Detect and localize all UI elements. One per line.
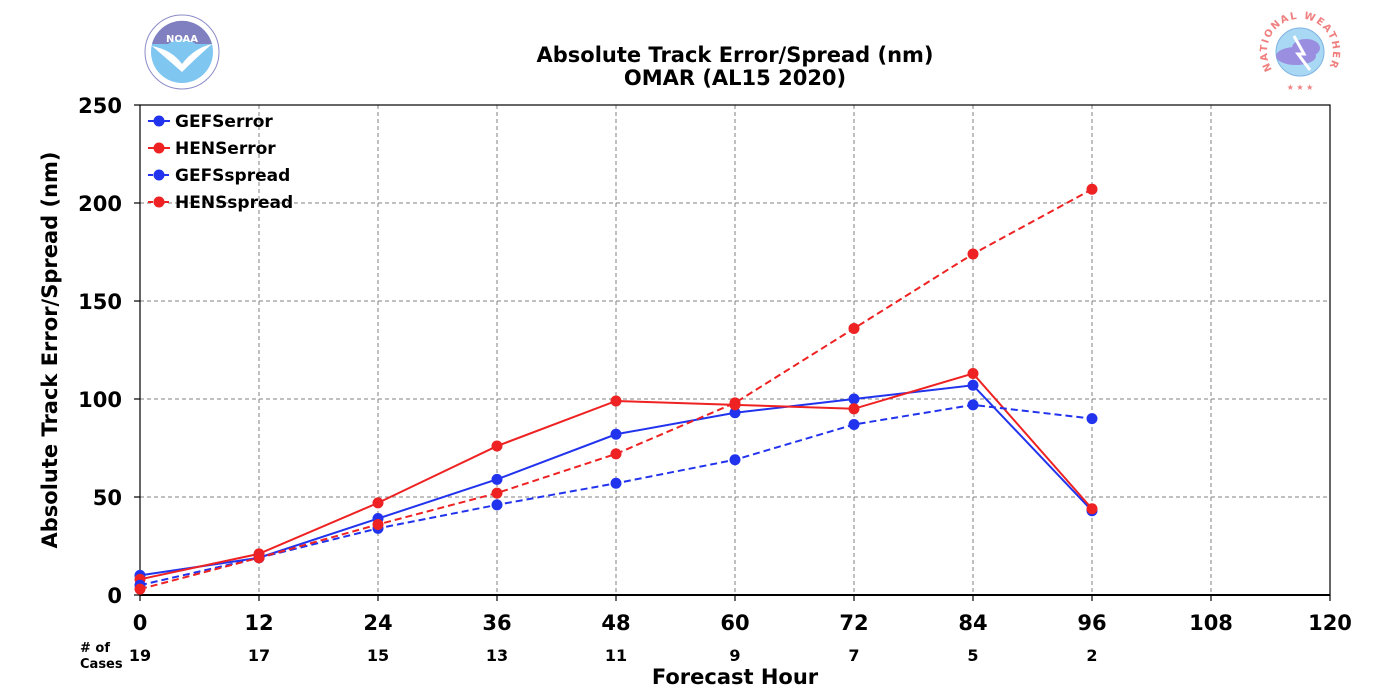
- x-tick-label: 0: [133, 611, 148, 635]
- data-point: [848, 393, 860, 405]
- x-tick-label: 84: [958, 611, 987, 635]
- y-axis-label: Absolute Track Error/Spread (nm): [38, 151, 62, 548]
- data-point: [610, 448, 622, 460]
- legend-label: GEFSerror: [175, 112, 273, 132]
- data-point: [134, 583, 146, 595]
- data-point: [967, 399, 979, 411]
- data-point: [253, 552, 265, 564]
- y-tick-label: 100: [78, 388, 122, 412]
- data-point: [1086, 183, 1098, 195]
- data-point: [372, 518, 384, 530]
- data-point: [729, 454, 741, 466]
- legend-marker: [153, 169, 165, 181]
- y-axis-ticks: 0 50 100 150 200 250: [78, 94, 140, 608]
- legend-item-gefserror: GEFSerror: [148, 112, 273, 132]
- x-tick-label: 12: [244, 611, 273, 635]
- y-tick-label: 200: [78, 192, 122, 216]
- x-tick-label: 36: [482, 611, 511, 635]
- legend-item-gefsspread: GEFSspread: [148, 166, 290, 186]
- series-layer: [134, 183, 1098, 595]
- data-point: [967, 368, 979, 380]
- legend-item-henserror: HENSerror: [148, 139, 276, 159]
- x-tick-label: 108: [1189, 611, 1233, 635]
- data-point: [848, 403, 860, 415]
- noaa-logo-text: NOAA: [166, 34, 198, 45]
- x-tick-label: 72: [839, 611, 868, 635]
- legend-marker: [153, 142, 165, 154]
- data-point: [848, 418, 860, 430]
- y-tick-label: 50: [93, 486, 122, 510]
- cases-row: 19 17 15 13 11 9 7 5 2: [129, 646, 1098, 665]
- data-point: [491, 473, 503, 485]
- nws-logo: NATIONAL WEATHER SERVICE ★ ★ ★: [1259, 11, 1340, 92]
- data-point: [729, 407, 741, 419]
- legend: GEFSerror HENSerror GEFSspread HENSspread: [148, 112, 293, 213]
- data-point: [491, 487, 503, 499]
- data-point: [848, 322, 860, 334]
- x-tick-label: 60: [720, 611, 749, 635]
- data-point: [610, 395, 622, 407]
- cases-count: 5: [967, 646, 978, 665]
- chart-title-line1: Absolute Track Error/Spread (nm): [536, 43, 933, 67]
- legend-marker: [153, 115, 165, 127]
- chart-title-line2: OMAR (AL15 2020): [624, 66, 846, 90]
- data-point: [729, 397, 741, 409]
- x-tick-label: 96: [1077, 611, 1106, 635]
- data-point: [491, 499, 503, 511]
- y-tick-label: 0: [107, 584, 122, 608]
- data-point: [1086, 503, 1098, 515]
- cases-count: 11: [605, 646, 627, 665]
- cases-count: 7: [848, 646, 859, 665]
- cases-count: 13: [486, 646, 508, 665]
- legend-label: HENSerror: [175, 139, 276, 159]
- x-tick-label: 48: [601, 611, 630, 635]
- legend-label: GEFSspread: [175, 166, 290, 186]
- data-point: [372, 497, 384, 509]
- x-axis-label: Forecast Hour: [652, 665, 819, 689]
- cases-count: 17: [248, 646, 270, 665]
- svg-text:★ ★ ★: ★ ★ ★: [1287, 83, 1314, 92]
- cases-label: # of Cases: [80, 641, 123, 672]
- noaa-logo: NOAA: [144, 14, 220, 90]
- data-point: [967, 379, 979, 391]
- series-line: [139, 188, 1093, 591]
- series-hensspread: [134, 183, 1098, 595]
- data-point: [967, 248, 979, 260]
- x-axis-ticks: 0 12 24 36 48 60 72 84 96 108 120: [133, 595, 1352, 635]
- legend-item-hensspread: HENSspread: [148, 193, 293, 213]
- legend-label: HENSspread: [175, 193, 293, 213]
- y-tick-label: 250: [78, 94, 122, 118]
- legend-marker: [153, 196, 165, 208]
- x-tick-label: 120: [1308, 611, 1352, 635]
- cases-count: 19: [129, 646, 151, 665]
- x-tick-label: 24: [363, 611, 392, 635]
- cases-count: 2: [1086, 646, 1097, 665]
- cases-count: 9: [729, 646, 740, 665]
- data-point: [491, 440, 503, 452]
- data-point: [1086, 413, 1098, 425]
- cases-count: 15: [367, 646, 389, 665]
- y-tick-label: 150: [78, 290, 122, 314]
- data-point: [610, 428, 622, 440]
- data-point: [610, 477, 622, 489]
- grid: [140, 105, 1330, 595]
